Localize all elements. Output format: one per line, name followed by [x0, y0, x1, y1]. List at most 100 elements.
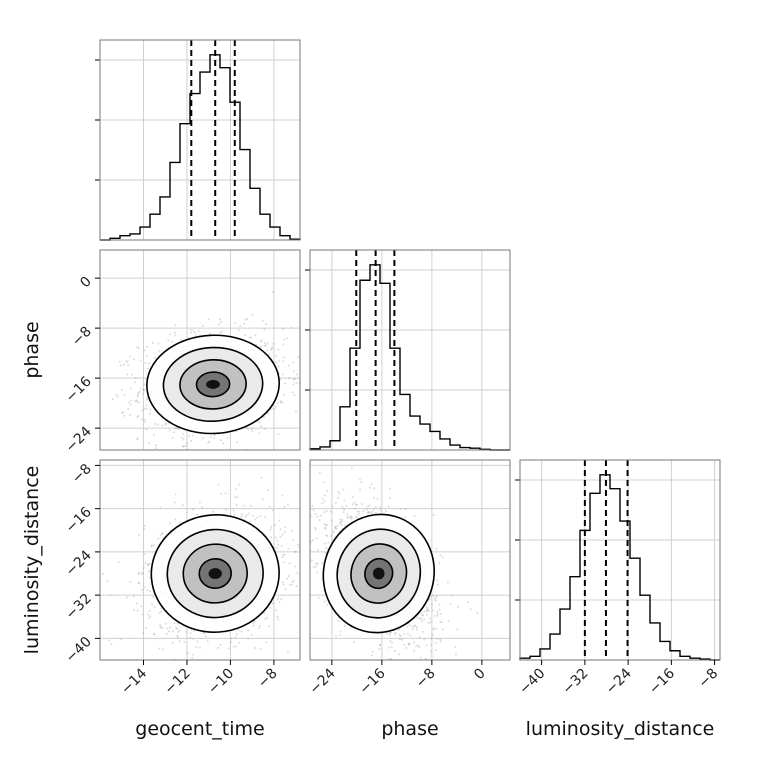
sample-point	[281, 373, 284, 376]
y-tick-label: −24	[63, 424, 95, 456]
sample-point	[282, 343, 285, 346]
sample-point	[354, 507, 357, 510]
sample-point	[288, 584, 291, 587]
sample-point	[403, 643, 406, 646]
sample-point	[409, 696, 411, 698]
sample-point	[143, 586, 146, 589]
sample-point	[66, 382, 68, 384]
sample-point	[152, 341, 155, 344]
sample-point	[182, 445, 185, 448]
sample-point	[431, 633, 434, 636]
sample-point	[109, 594, 112, 597]
panel-frame	[99, 39, 301, 241]
sample-point	[291, 581, 294, 584]
sample-point	[140, 605, 143, 608]
hist-bar	[350, 348, 360, 450]
sample-point	[271, 346, 274, 349]
sample-point	[140, 418, 143, 421]
sample-point	[132, 595, 135, 598]
sample-point	[315, 571, 318, 574]
sample-point	[285, 518, 287, 520]
sample-point	[292, 378, 295, 381]
sample-point	[329, 510, 332, 513]
sample-point	[183, 640, 186, 643]
y-axis-title-phase: phase	[21, 321, 43, 378]
sample-point	[417, 644, 420, 647]
sample-point	[145, 404, 148, 407]
density-panel-geocent_time-vs-phase	[66, 250, 315, 450]
sample-point	[190, 329, 193, 332]
sample-point	[254, 646, 257, 649]
sample-point	[387, 646, 390, 649]
sample-point	[398, 628, 401, 631]
sample-point	[189, 636, 192, 639]
sample-point	[423, 638, 426, 641]
hist-step-line	[309, 264, 510, 451]
sample-point	[120, 388, 123, 391]
sample-point	[146, 563, 149, 566]
sample-point	[313, 405, 315, 407]
sample-point	[207, 318, 210, 321]
sample-point	[126, 360, 129, 363]
hist-bar	[180, 124, 190, 240]
sample-point	[176, 627, 179, 630]
sample-point	[293, 394, 296, 397]
sample-point	[350, 517, 353, 520]
sample-point	[129, 414, 132, 417]
sample-point	[366, 505, 369, 508]
sample-point	[340, 520, 343, 523]
hist-bar	[260, 214, 270, 240]
hist-bar	[420, 424, 430, 450]
sample-point	[173, 331, 176, 334]
sample-point	[186, 511, 189, 514]
sample-point	[367, 510, 370, 513]
sample-point	[127, 401, 130, 404]
sample-point	[292, 361, 295, 364]
x-axis-title-luminosity_distance: luminosity_distance	[526, 718, 715, 740]
sample-point	[240, 515, 243, 518]
sample-point	[137, 414, 140, 417]
sample-point	[293, 550, 296, 553]
sample-point	[263, 415, 266, 418]
sample-point	[333, 527, 336, 530]
density-panel-phase-vs-luminosity_distance	[285, 460, 510, 698]
hist-bar	[140, 227, 150, 240]
x-tick-label: −8	[413, 666, 439, 692]
sample-point	[110, 642, 113, 645]
x-tick-label: −24	[603, 665, 635, 697]
sample-point	[186, 652, 189, 655]
sample-point	[159, 623, 162, 626]
sample-point	[282, 583, 285, 586]
sample-point	[157, 342, 160, 345]
sample-point	[476, 612, 479, 615]
sample-point	[436, 638, 439, 641]
sample-point	[277, 618, 280, 621]
sample-point	[323, 542, 326, 545]
sample-point	[120, 412, 123, 415]
sample-point	[350, 467, 353, 470]
sample-point	[434, 599, 437, 602]
sample-point	[295, 373, 298, 376]
x-axis-title-geocent_time: geocent_time	[135, 718, 264, 740]
hist-panel-phase	[305, 249, 511, 451]
sample-point	[308, 566, 310, 568]
sample-point	[161, 424, 164, 427]
sample-point	[379, 509, 382, 512]
sample-point	[281, 494, 284, 497]
sample-point	[276, 598, 279, 601]
sample-point	[325, 509, 328, 512]
sample-point	[294, 555, 296, 557]
sample-point	[334, 501, 337, 504]
sample-point	[368, 504, 371, 507]
sample-point	[399, 508, 402, 511]
sample-point	[372, 496, 375, 499]
sample-point	[287, 547, 290, 550]
sample-point	[351, 495, 354, 498]
sample-point	[343, 508, 346, 511]
sample-point	[413, 650, 416, 653]
sample-point	[405, 646, 408, 649]
sample-point	[149, 615, 152, 618]
sample-point	[398, 638, 401, 641]
sample-point	[282, 360, 285, 363]
